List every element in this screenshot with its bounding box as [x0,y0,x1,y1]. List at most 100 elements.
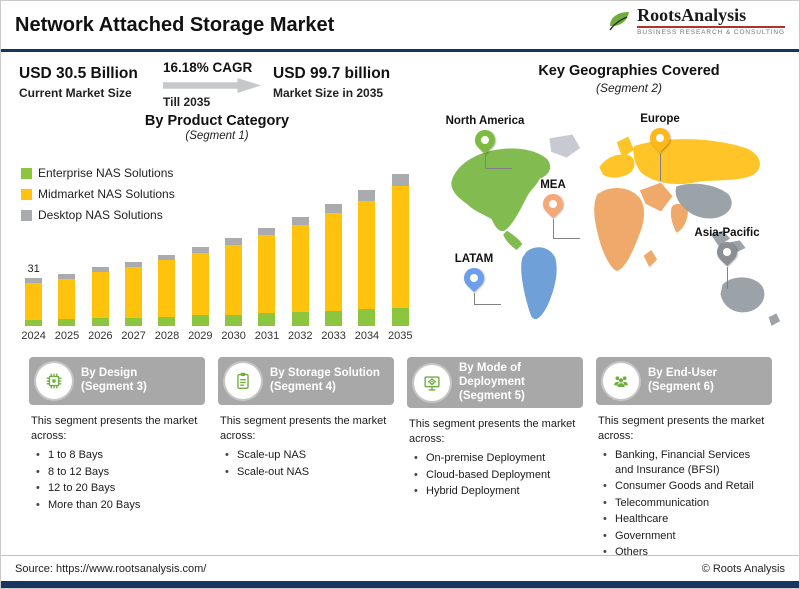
x-axis-label: 2029 [188,330,213,342]
bullet-item: 1 to 8 Bays [36,448,203,463]
legend-label: Enterprise NAS Solutions [38,166,174,180]
current-market-size-label: Current Market Size [19,86,132,100]
card-title: By Mode of Deployment [459,362,525,388]
pin-connector [726,267,728,289]
bar-column-2033: 2033 [317,146,350,342]
bar-column-2029: 2029 [184,146,217,342]
bar-column-2027: 2027 [117,146,150,342]
bar-segment [391,174,409,186]
bar-segment [125,262,143,267]
bar-segment [191,247,209,253]
legend-item: Midmarket NAS Solutions [21,187,175,201]
bar-segment [291,225,309,312]
card-header-end-user: By End-User (Segment 6) [596,357,772,405]
bullet-item: Banking, Financial Services and Insuranc… [603,448,770,477]
bar-segment [125,267,143,318]
x-axis-label: 2032 [288,330,313,342]
x-axis-label: 2025 [54,330,80,342]
bar-segment [158,317,176,326]
header-divider [1,49,799,52]
chart-plot-area: Enterprise NAS Solutions Midmarket NAS So… [15,146,419,346]
chip-icon [36,363,72,399]
card-title: By End-User [648,367,718,380]
map-pin-icon [645,123,675,153]
pin-connector [659,153,661,181]
bar-segment [391,186,409,308]
pin-mea: MEA [523,179,583,239]
bar-stack [325,204,343,326]
logo-rule [637,26,785,28]
pin-label-europe: Europe [640,113,680,125]
bullet-item: 8 to 12 Bays [36,465,203,480]
pin-connector [473,293,501,305]
geographies-heading: Key Geographies Covered (Segment 2) [467,63,791,95]
source-link[interactable]: Source: https://www.rootsanalysis.com/ [15,562,207,575]
logo-tagline: BUSINESS RESEARCH & CONSULTING [637,29,785,36]
bar-stack [358,190,376,326]
footer-accent-bar [1,581,799,588]
people-icon [603,363,639,399]
bar-segment [358,201,376,309]
bar-segment [25,320,43,326]
x-axis-label: 2027 [121,330,146,342]
future-market-size-label: Market Size in 2035 [273,86,384,100]
bar-segment [291,217,309,225]
bar-segment [258,235,276,313]
bar-segment [58,279,76,319]
geographies-subtitle: (Segment 2) [595,81,663,95]
bar-column-2025: 2025 [50,146,83,342]
page-title: Network Attached Storage Market [15,14,335,36]
bullet-item: Scale-out NAS [225,465,392,480]
card-intro: This segment presents the market across: [598,415,765,442]
bullet-item: Consumer Goods and Retail [603,479,770,494]
map-pin-icon [470,125,500,155]
x-axis-label: 2026 [88,330,113,342]
legend-item: Desktop NAS Solutions [21,208,175,222]
bar-stack [91,267,109,326]
legend-swatch [21,188,32,200]
pin-latam: LATAM [439,253,509,305]
bar-segment [158,260,176,317]
x-axis-label: 2033 [321,330,346,342]
bullet-item: On-premise Deployment [414,451,581,466]
x-axis-label: 2024 [21,330,46,342]
bullet-item: More than 20 Bays [36,498,203,513]
bar-segment [25,283,43,320]
bar-segment [258,313,276,326]
bullet-item: Hybrid Deployment [414,484,581,499]
card-header-design: By Design (Segment 3) [29,357,205,405]
bar-segment [325,204,343,213]
pin-label-latam: LATAM [454,253,494,265]
current-market-size-stat: USD 30.5 Billion Current Market Size [19,65,138,100]
bar-stack [191,247,209,326]
logo-brand: RootsAnalysis [637,5,747,25]
pin-connector [484,155,512,169]
legend-item: Enterprise NAS Solutions [21,166,175,180]
footer: Source: https://www.rootsanalysis.com/ ©… [1,555,799,581]
future-market-size-value: USD 99.7 billion [273,65,391,82]
bullet-item: 12 to 20 Bays [36,481,203,496]
segment-card-design: By Design (Segment 3) This segment prese… [29,357,205,562]
card-subtitle: (Segment 6) [648,381,714,393]
bar-value-label: 31 [27,263,40,275]
card-intro: This segment presents the market across: [409,418,576,445]
bar-segment [91,318,109,326]
bar-column-2030: 2030 [217,146,250,342]
bar-chart-bars: 31 2024 2025 2026 2027 2028 2029 2030 2031 2032 20… [15,146,419,342]
bar-stack [291,217,309,326]
bar-column-2024: 31 2024 [17,146,50,342]
card-header-deployment: By Mode of Deployment (Segment 5) [407,357,583,409]
legend-label: Desktop NAS Solutions [38,208,163,222]
card-header-storage-solution: By Storage Solution (Segment 4) [218,357,394,405]
bar-segment [191,253,209,315]
card-list: Scale-up NAS Scale-out NAS [220,448,392,479]
current-market-size-value: USD 30.5 Billion [19,65,138,82]
growth-arrow-icon [163,78,261,93]
bar-segment [58,319,76,326]
card-subtitle: (Segment 3) [81,381,147,393]
pin-europe: Europe [625,113,695,181]
card-title: By Design [81,367,138,380]
card-list: On-premise Deployment Cloud-based Deploym… [409,451,581,499]
card-subtitle: (Segment 4) [270,381,336,393]
bar-segment [91,267,109,272]
